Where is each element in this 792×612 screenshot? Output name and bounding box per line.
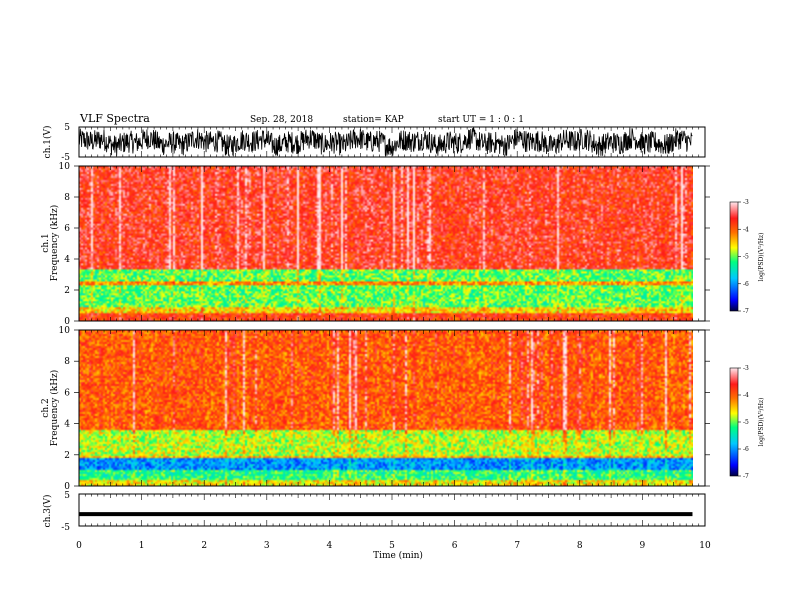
ch2-colorbar-tick-label: -7 <box>743 473 749 480</box>
ch1-waveform-ylabel: ch.1(V) <box>42 126 53 159</box>
x-tick-10: 10 <box>699 541 711 551</box>
x-tick-0: 0 <box>76 541 82 551</box>
x-tick-9: 9 <box>640 541 646 551</box>
ch2-spectrogram-ytick-label: 10 <box>59 326 71 336</box>
ch2-spectrogram-image <box>79 330 693 486</box>
ch1-spectrogram-ytick-label: 4 <box>64 255 70 265</box>
ch1-spectrogram-ytick-label: 8 <box>64 193 70 203</box>
x-tick-8: 8 <box>577 541 583 551</box>
ch2-colorbar <box>729 367 739 477</box>
ch1-spectrogram-ytick-label: 10 <box>59 162 71 172</box>
date-label: Sep. 28, 2018 <box>250 115 313 125</box>
ch1-spectrogram-ytick-label: 2 <box>64 286 70 296</box>
ch2-spectrogram-ytick-label: 4 <box>64 420 70 430</box>
ch2-colorbar-tick-label: -6 <box>743 446 749 453</box>
ch1-spectrogram-ytick-label: 0 <box>64 317 70 327</box>
ch1-colorbar-tick-label: -3 <box>743 199 749 206</box>
start-time-label: start UT = 1 : 0 : 1 <box>438 115 524 125</box>
ch3-waveform-ylabel: ch.3(V) <box>42 495 53 528</box>
ch1-colorbar-tick-label: -7 <box>743 308 749 315</box>
ch1-spectrogram-ytick-label: 6 <box>64 224 70 234</box>
ch1-colorbar <box>729 201 739 312</box>
ch2-colorbar-tick-label: -4 <box>743 392 749 399</box>
ch2-spectrogram-ytick-label: 2 <box>64 451 70 461</box>
x-tick-2: 2 <box>201 541 207 551</box>
ch3-ytick-top: 5 <box>64 491 70 501</box>
ch2-spectrogram-ytick-label: 6 <box>64 388 70 398</box>
ch1-spectrogram-ylabel: Frequency (kHz) <box>49 205 60 282</box>
x-tick-5: 5 <box>389 541 395 551</box>
x-tick-3: 3 <box>264 541 270 551</box>
x-tick-4: 4 <box>327 541 333 551</box>
x-tick-7: 7 <box>514 541 520 551</box>
x-axis: 0 1 2 3 4 5 6 7 8 9 10 Time (min) <box>76 541 711 561</box>
x-tick-1: 1 <box>139 541 145 551</box>
ch1-ytick-bottom: -5 <box>61 153 70 163</box>
x-tick-6: 6 <box>452 541 458 551</box>
ch1-colorbar-tick-label: -5 <box>743 254 749 261</box>
ch1-ytick-top: 5 <box>64 123 70 133</box>
x-axis-label: Time (min) <box>373 550 423 561</box>
ch2-spectrogram-ytick-label: 8 <box>64 357 70 367</box>
ch2-spectrogram-ylabel: Frequency (kHz) <box>49 370 60 447</box>
ch1-colorbar-tick-label: -4 <box>743 226 749 233</box>
ch1-spectrogram-image <box>79 166 693 321</box>
ch2-spectrogram-ytick-label: 0 <box>64 482 70 492</box>
ch1-colorbar-label: log(PSD)(V²/Hz) <box>758 233 765 282</box>
figure-title: VLF Spectra <box>79 112 150 125</box>
ch2-colorbar-tick-label: -5 <box>743 419 749 426</box>
ch2-colorbar-label: log(PSD)(V²/Hz) <box>758 398 765 447</box>
station-label: station= KAP <box>343 115 404 125</box>
ch2-spectrogram-ylabel-top: ch.2 <box>41 398 51 417</box>
ch3-ytick-bottom: -5 <box>61 523 70 533</box>
ch1-spectrogram-ylabel-top: ch.1 <box>41 233 51 252</box>
ch1-colorbar-tick-label: -6 <box>743 281 749 288</box>
ch2-colorbar-tick-label: -3 <box>743 365 749 372</box>
